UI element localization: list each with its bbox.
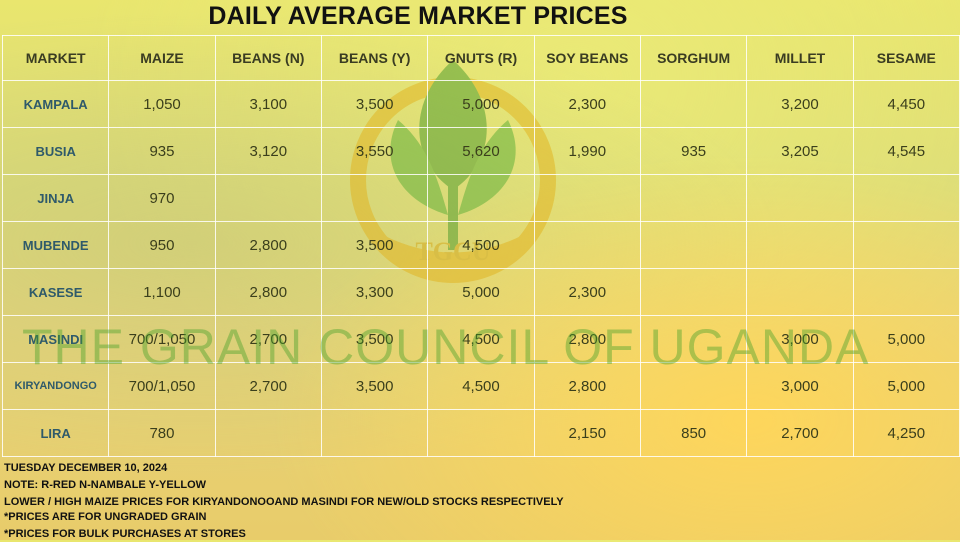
price-cell: 5,000 [852, 315, 960, 363]
price-cell: 4,500 [427, 315, 535, 363]
price-cell [214, 409, 322, 457]
price-cell: 2,800 [214, 268, 322, 316]
market-name: KAMPALA [1, 80, 110, 128]
price-cell [639, 315, 748, 363]
price-cell: 3,500 [320, 362, 429, 410]
price-cell [746, 221, 854, 269]
price-cell: 3,200 [746, 80, 854, 128]
table-row: BUSIA 935 3,120 3,550 5,620 1,990 935 3,… [1, 127, 960, 175]
market-name: JINJA [1, 174, 110, 222]
ungraded-note: *PRICES ARE FOR UNGRADED GRAIN [4, 511, 207, 523]
price-cell: 2,150 [533, 409, 641, 457]
price-cell: 3,100 [214, 80, 322, 128]
market-name: BUSIA [1, 127, 110, 175]
market-prices-table: MARKET MAIZE BEANS (N) BEANS (Y) GNUTS (… [1, 35, 960, 457]
price-cell: 2,800 [533, 315, 641, 363]
price-cell: 935 [639, 127, 748, 175]
price-cell: 4,250 [852, 409, 960, 457]
page-title: DAILY AVERAGE MARKET PRICES [208, 2, 628, 30]
header-row: MARKET MAIZE BEANS (N) BEANS (Y) GNUTS (… [1, 35, 960, 81]
header-gnuts-r: GNUTS (R) [427, 35, 535, 81]
market-name: MUBENDE [1, 221, 110, 269]
market-name: LIRA [1, 409, 110, 457]
market-name: KASESE [1, 268, 110, 316]
price-cell: 3,500 [320, 315, 429, 363]
market-name: MASINDI [1, 315, 110, 363]
price-cell [533, 221, 641, 269]
price-cell: 3,300 [320, 268, 429, 316]
price-cell: 3,550 [320, 127, 429, 175]
price-cell: 2,800 [214, 221, 322, 269]
price-cell: 1,100 [108, 268, 216, 316]
price-cell: 4,500 [427, 362, 535, 410]
header-soy-beans: SOY BEANS [533, 35, 641, 81]
price-cell: 5,000 [427, 268, 535, 316]
table-row: KAMPALA 1,050 3,100 3,500 5,000 2,300 3,… [1, 80, 960, 128]
table-row: LIRA 780 2,150 850 2,700 4,250 [1, 409, 960, 457]
header-market: MARKET [1, 35, 110, 81]
header-millet: MILLET [746, 35, 854, 81]
price-cell: 3,205 [746, 127, 854, 175]
price-cell: 780 [108, 409, 216, 457]
table-row: MASINDI 700/1,050 2,700 3,500 4,500 2,80… [1, 315, 960, 363]
report-date: TUESDAY DECEMBER 10, 2024 [4, 462, 168, 474]
header-maize: MAIZE [108, 35, 216, 81]
price-cell: 5,000 [427, 80, 535, 128]
price-cell [852, 268, 960, 316]
price-cell [852, 221, 960, 269]
price-cell [639, 362, 748, 410]
maize-price-note: LOWER / HIGH MAIZE PRICES FOR KIRYANDONO… [4, 496, 564, 508]
price-cell: 700/1,050 [108, 362, 216, 410]
price-cell [427, 409, 535, 457]
price-cell [320, 409, 429, 457]
price-cell [533, 174, 641, 222]
price-cell [639, 80, 748, 128]
price-cell: 5,620 [427, 127, 535, 175]
price-cell [639, 174, 748, 222]
price-cell: 935 [108, 127, 216, 175]
price-cell [639, 221, 748, 269]
header-beans-n: BEANS (N) [214, 35, 322, 81]
bulk-note: *PRICES FOR BULK PURCHASES AT STORES [4, 528, 246, 540]
price-cell: 950 [108, 221, 216, 269]
price-cell: 3,500 [320, 80, 429, 128]
price-cell [320, 174, 429, 222]
footnotes: TUESDAY DECEMBER 10, 2024 NOTE: R-RED N-… [4, 461, 944, 542]
price-cell: 970 [108, 174, 216, 222]
price-cell [746, 268, 854, 316]
price-cell: 2,700 [214, 315, 322, 363]
price-cell: 4,500 [427, 221, 535, 269]
market-name: KIRYANDONGO [1, 362, 110, 410]
price-cell: 700/1,050 [108, 315, 216, 363]
price-cell: 2,700 [214, 362, 322, 410]
header-sorghum: SORGHUM [639, 35, 748, 81]
price-cell [214, 174, 322, 222]
price-cell [427, 174, 535, 222]
table-row: KIRYANDONGO 700/1,050 2,700 3,500 4,500 … [1, 362, 960, 410]
price-cell: 2,700 [746, 409, 854, 457]
price-cell: 4,450 [852, 80, 960, 128]
price-cell: 4,545 [852, 127, 960, 175]
price-cell [852, 174, 960, 222]
price-cell: 2,300 [533, 268, 641, 316]
price-cell: 850 [639, 409, 748, 457]
price-cell: 5,000 [852, 362, 960, 410]
price-cell [639, 268, 748, 316]
price-cell: 1,990 [533, 127, 641, 175]
price-cell: 3,500 [320, 221, 429, 269]
header-beans-y: BEANS (Y) [320, 35, 429, 81]
legend-note: NOTE: R-RED N-NAMBALE Y-YELLOW [4, 479, 207, 491]
price-cell: 2,800 [533, 362, 641, 410]
table-row: JINJA 970 [1, 174, 960, 222]
table-row: MUBENDE 950 2,800 3,500 4,500 [1, 221, 960, 269]
price-cell: 2,300 [533, 80, 641, 128]
price-cell [746, 174, 854, 222]
price-cell: 3,000 [746, 315, 854, 363]
price-cell: 1,050 [108, 80, 216, 128]
header-sesame: SESAME [852, 35, 960, 81]
table-row: KASESE 1,100 2,800 3,300 5,000 2,300 [1, 268, 960, 316]
price-cell: 3,120 [214, 127, 322, 175]
price-cell: 3,000 [746, 362, 854, 410]
